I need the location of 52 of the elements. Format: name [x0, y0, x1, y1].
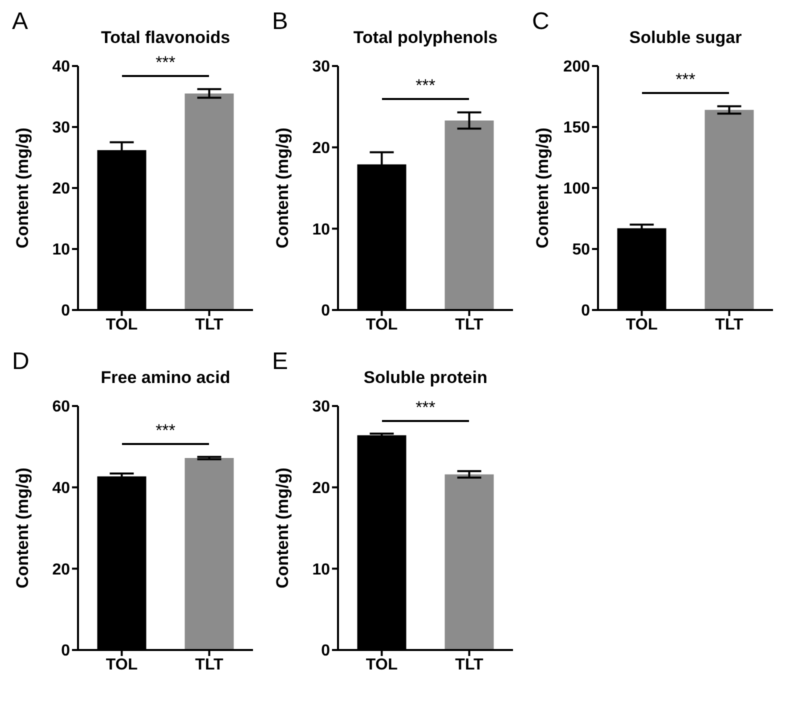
x-tick-label: TOL: [626, 316, 658, 334]
chart-title: Soluble sugar: [628, 28, 743, 48]
y-tick-label: 150: [563, 120, 590, 137]
y-tick-label: 40: [52, 480, 70, 498]
y-tick-label: 10: [312, 221, 330, 238]
text: D: [12, 348, 30, 376]
x-tick-label: TOL: [366, 316, 398, 334]
y-tick-label: 30: [52, 120, 70, 137]
y-tick-label: 10: [312, 561, 330, 578]
y-tick-label: 40: [52, 58, 70, 76]
x-tick-label: TLT: [455, 316, 484, 334]
y-tick-label: 0: [321, 302, 330, 320]
x-tick-label: TOL: [106, 656, 138, 674]
chart-title: Total flavonoids: [100, 28, 232, 48]
y-tick-label: 0: [321, 642, 330, 660]
annotation: ***: [154, 53, 176, 74]
text: C: [532, 8, 550, 36]
y-tick-label: 30: [312, 58, 330, 76]
x-tick-label: TOL: [106, 316, 138, 334]
chart-title: Free amino acid: [100, 368, 232, 388]
y-tick-label: 200: [563, 58, 590, 76]
y-axis-title: Content (mg/g): [13, 128, 32, 248]
y-tick-label: 20: [312, 480, 330, 498]
annotation: ***: [414, 76, 436, 96]
y-tick-label: 0: [61, 302, 70, 320]
annotation: ***: [414, 398, 436, 418]
x-tick-label: TLT: [195, 316, 224, 334]
y-axis-title: Content (mg/g): [273, 128, 292, 248]
y-tick-label: 50: [572, 242, 590, 259]
y-tick-label: 10: [52, 242, 70, 259]
y-tick-label: 20: [52, 180, 70, 198]
chart-title: Soluble protein: [362, 368, 488, 388]
x-tick-label: TLT: [455, 656, 484, 674]
text: E: [272, 348, 288, 376]
y-tick-label: 100: [563, 180, 590, 198]
y-tick-label: 0: [581, 302, 590, 320]
y-tick-label: 20: [312, 140, 330, 158]
y-tick-label: 60: [52, 398, 70, 416]
y-tick-label: 20: [52, 561, 70, 578]
y-axis-title: Content (mg/g): [13, 468, 32, 588]
annotation: ***: [674, 70, 696, 90]
chart-title: Total polyphenols: [352, 28, 499, 48]
x-tick-label: TLT: [715, 316, 744, 334]
y-tick-label: 0: [61, 642, 70, 660]
y-tick-label: 30: [312, 398, 330, 416]
y-axis-title: Content (mg/g): [533, 128, 552, 248]
text: A: [12, 8, 28, 36]
x-tick-label: TLT: [195, 656, 224, 674]
text: B: [272, 8, 288, 36]
annotation: ***: [154, 420, 176, 441]
y-axis-title: Content (mg/g): [273, 468, 292, 588]
x-tick-label: TOL: [366, 656, 398, 674]
